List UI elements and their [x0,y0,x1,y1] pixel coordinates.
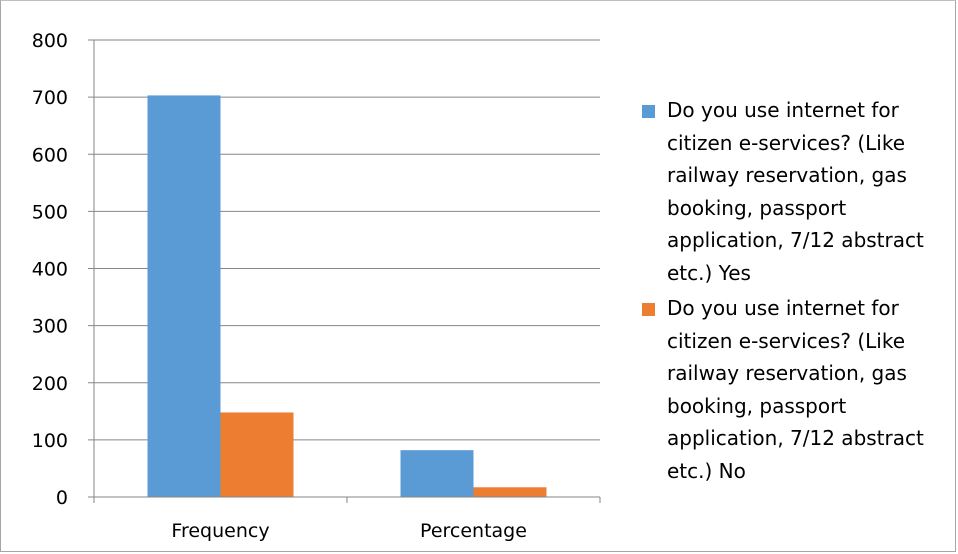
legend-label-no: Do you use internet for citizen e-servic… [667,296,924,483]
legend-entry-no: Do you use internet for citizen e-servic… [640,292,950,487]
legend-entry-yes: Do you use internet for citizen e-servic… [640,94,950,289]
y-tick-label: 700 [32,87,68,109]
x-tick-label: Percentage [420,520,527,542]
y-tick-label: 100 [32,430,68,452]
bars [147,95,547,497]
legend: Do you use internet for citizen e-servic… [640,94,950,490]
bar-frequency-no [220,412,294,497]
y-tick-label: 300 [32,316,68,338]
y-tick-label: 0 [56,487,68,509]
y-tick-label: 600 [32,144,68,166]
legend-swatch-no [642,303,655,316]
tick-labels: 0 100 200 300 400 500 600 700 800 Frequency Percen… [32,30,527,542]
axes [88,39,601,503]
legend-swatch-yes [642,105,655,118]
y-tick-label: 500 [32,201,68,223]
y-tick-label: 200 [32,373,68,395]
x-tick-label: Frequency [171,520,269,542]
bar-percentage-no [473,487,547,497]
bar-percentage-yes [400,450,474,497]
y-tick-label: 400 [32,259,68,281]
bar-frequency-yes [147,95,221,497]
y-tick-label: 800 [32,30,68,52]
legend-label-yes: Do you use internet for citizen e-servic… [667,98,924,285]
